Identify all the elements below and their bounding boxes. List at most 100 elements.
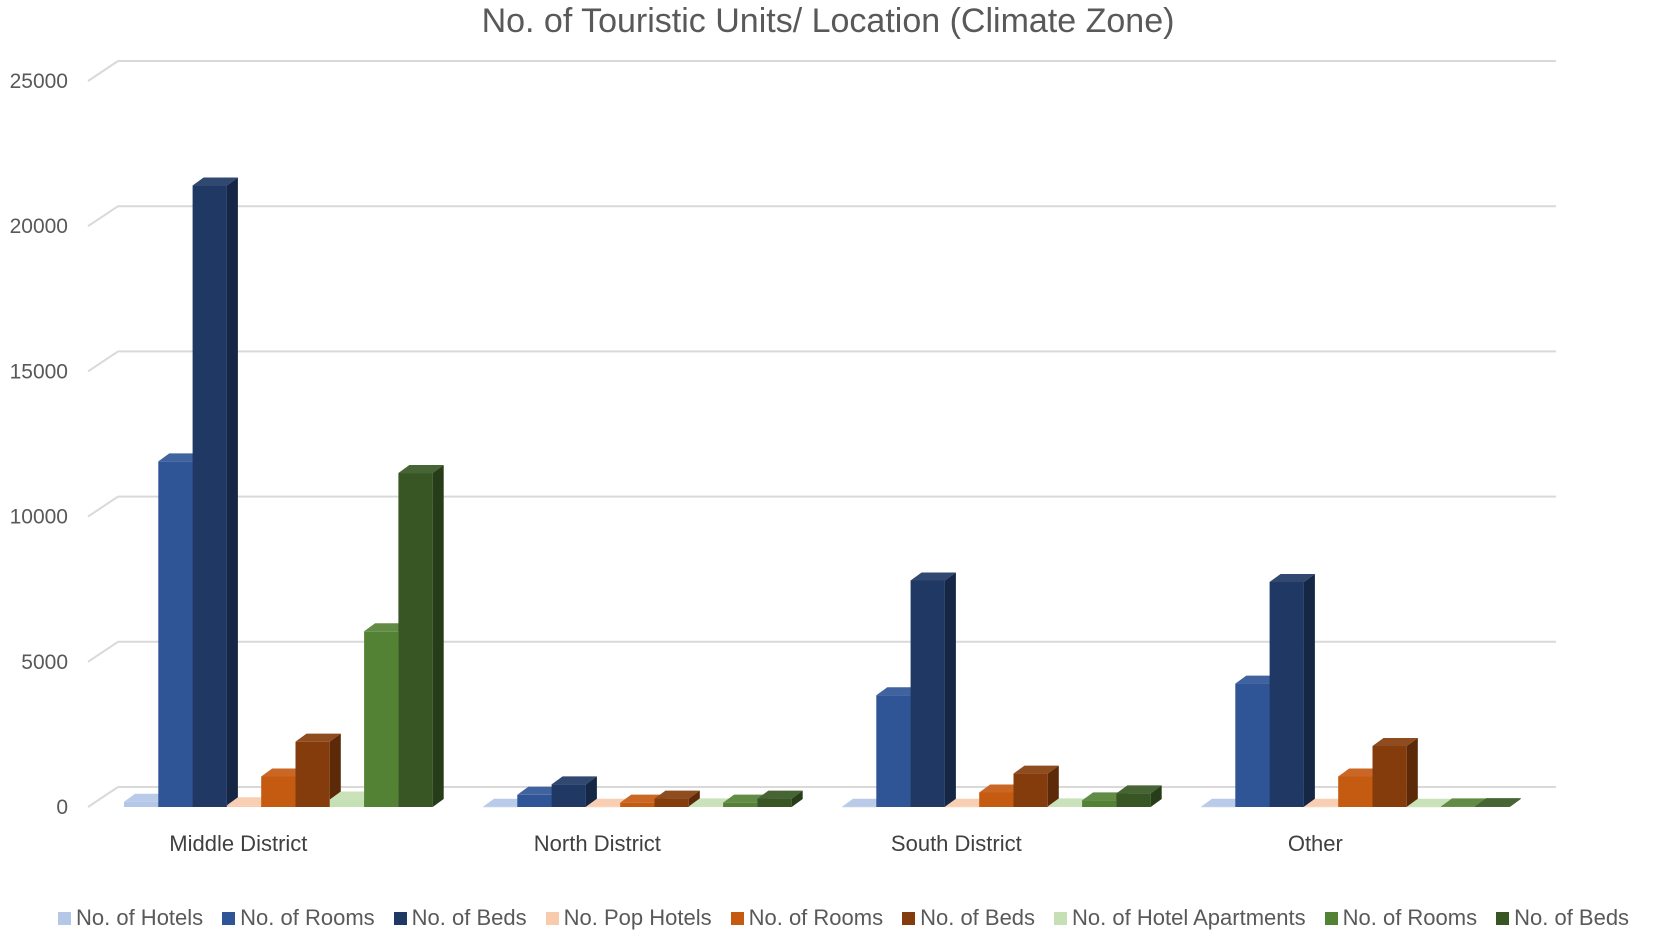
- bar: [1475, 798, 1521, 807]
- legend-item: No. of Rooms: [222, 906, 375, 930]
- gridline-diagonal: [87, 640, 119, 663]
- bar: [1116, 785, 1162, 807]
- bar-top: [757, 790, 803, 799]
- x-axis-ticks: Middle District North District South Distr…: [169, 831, 1343, 856]
- bar-top: [944, 798, 991, 807]
- bar-top: [517, 786, 563, 795]
- legend-label: No. Pop Hotels: [563, 906, 712, 930]
- bar-top: [1269, 573, 1315, 582]
- bar: [551, 776, 597, 807]
- legend-item: No. of Hotels: [58, 906, 203, 930]
- bar-side: [1047, 765, 1059, 807]
- y-tick-label: 15000: [10, 360, 68, 383]
- bar: [910, 572, 956, 807]
- x-tick-label: North District: [534, 831, 661, 856]
- legend-swatch: [58, 911, 71, 925]
- y-tick-label: 25000: [10, 70, 68, 93]
- bar-front: [1406, 806, 1442, 808]
- bar-side: [1303, 573, 1315, 807]
- legend-label: No. of Beds: [920, 906, 1036, 930]
- x-tick-label: Middle District: [169, 831, 307, 856]
- bar-front: [261, 776, 296, 807]
- bar: [1269, 573, 1315, 807]
- bar-top: [398, 465, 444, 474]
- gridline-diagonal: [87, 495, 119, 518]
- bar-top: [688, 798, 735, 807]
- bar-side: [791, 790, 803, 807]
- gridline-diagonal: [87, 60, 119, 82]
- legend-swatch: [902, 911, 916, 925]
- x-tick-label: South District: [891, 831, 1022, 856]
- bar-top: [1201, 798, 1247, 807]
- legend-label: No. of Hotels: [76, 906, 204, 930]
- bar-front: [1013, 773, 1048, 807]
- legend-swatch: [1324, 911, 1338, 925]
- bar-front: [295, 741, 330, 807]
- legend-item: No. of Beds: [1496, 906, 1629, 930]
- bar-front: [585, 806, 621, 808]
- bar-top: [329, 791, 376, 800]
- bar-top: [192, 177, 238, 186]
- bar-front: [757, 798, 792, 807]
- legend-item: No. of Hotel Apartments: [1054, 906, 1306, 930]
- bar: [654, 790, 700, 807]
- bar-front: [1201, 806, 1236, 808]
- bar-front: [398, 473, 433, 807]
- bar-top: [1441, 798, 1487, 807]
- legend-swatch: [545, 911, 559, 925]
- legend-swatch: [730, 911, 744, 925]
- bar-front: [124, 801, 159, 807]
- bar-top: [723, 794, 769, 803]
- bar-front: [1116, 793, 1151, 807]
- bar-front: [1338, 776, 1373, 807]
- bar-front: [1047, 806, 1083, 807]
- bar-front: [364, 631, 399, 807]
- bar-front: [551, 784, 586, 807]
- bar-front: [1082, 800, 1117, 807]
- y-axis-ticks: 0 5000 10000 15000 20000 25000: [10, 70, 68, 819]
- bar-front: [1372, 746, 1407, 807]
- bar-side: [329, 733, 341, 807]
- x-tick-label: Other: [1288, 831, 1343, 856]
- y-tick-label: 0: [56, 796, 68, 819]
- bar-front: [1475, 806, 1510, 807]
- bar-front: [1303, 806, 1339, 808]
- bar-front: [158, 461, 193, 807]
- bar-front: [1269, 581, 1304, 807]
- bar-front: [517, 794, 552, 807]
- legend-label: No. of Beds: [1514, 906, 1630, 930]
- bar-top: [842, 798, 888, 807]
- bar-top: [551, 776, 597, 785]
- chart-title: No. of Touristic Units/ Location (Climat…: [481, 2, 1175, 40]
- bar: [192, 177, 238, 807]
- bar: [295, 733, 341, 807]
- bar-top: [158, 453, 204, 462]
- bar-side: [688, 790, 700, 807]
- gridline-diagonal: [87, 205, 119, 228]
- bar-front: [688, 806, 724, 807]
- bar-top: [1372, 738, 1418, 747]
- bar-front: [192, 185, 227, 807]
- legend-item: No. of Rooms: [1324, 906, 1478, 930]
- bar-top: [1082, 792, 1128, 801]
- legend-label: No. of Rooms: [1342, 906, 1478, 930]
- legend-swatch: [1496, 911, 1510, 925]
- legend: No. of Hotels No. of Rooms No. of Beds No. …: [58, 906, 1656, 930]
- bar-top: [364, 623, 410, 632]
- y-tick-label: 10000: [10, 506, 68, 529]
- bar-front: [1235, 683, 1270, 807]
- bar-side: [1150, 785, 1162, 807]
- gridlines: [87, 60, 1556, 808]
- legend-label: No. of Rooms: [240, 906, 375, 930]
- legend-label: No. of Rooms: [748, 906, 884, 930]
- gridline-diagonal: [87, 350, 119, 373]
- bar-top: [979, 784, 1025, 793]
- bar-front: [329, 799, 365, 807]
- bar: [1013, 765, 1059, 807]
- bar-front: [842, 806, 877, 808]
- bar-side: [1509, 798, 1521, 807]
- bar-front: [620, 802, 655, 807]
- bar-front: [876, 695, 911, 807]
- legend-item: No. of Beds: [393, 906, 527, 930]
